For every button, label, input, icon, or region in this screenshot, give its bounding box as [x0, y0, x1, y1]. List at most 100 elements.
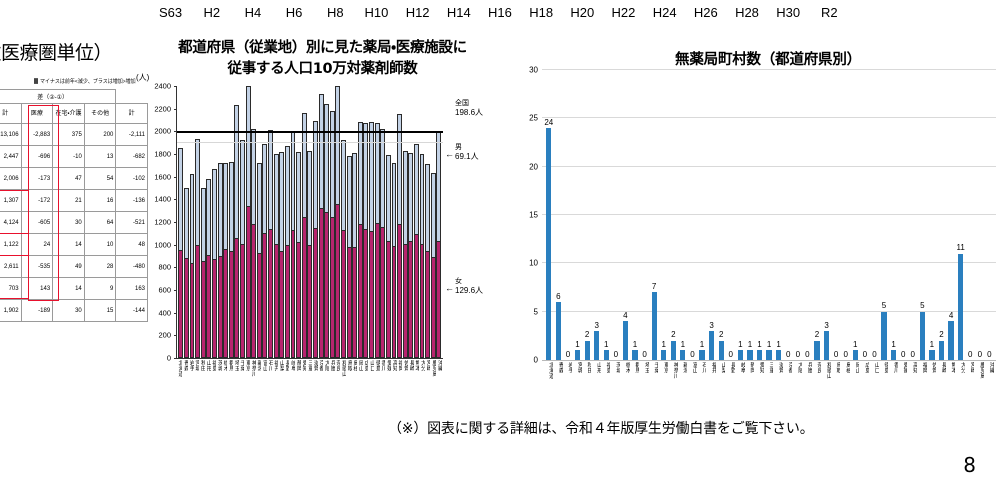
no-pharmacy-y-tick-label: 20 — [529, 162, 538, 172]
pharmacist-bar-segment-male — [262, 143, 268, 234]
pharmacist-bar-segment-male — [234, 105, 240, 238]
no-pharmacy-bar-rect — [737, 350, 743, 360]
year-tick-10: H20 — [570, 5, 595, 20]
no-pharmacy-bar: 1 — [698, 70, 706, 360]
year-tick-1: H2 — [203, 5, 221, 20]
pharmacist-bar-segment-male — [223, 163, 229, 250]
pharmacist-bar — [357, 86, 363, 358]
table-row: 4,124 -605 30 64 -521 — [0, 211, 148, 234]
pharmacist-x-label: 岐阜 — [290, 360, 296, 372]
no-pharmacy-bar-value: 1 — [757, 339, 762, 349]
pharmacist-bar — [212, 86, 217, 358]
no-pharmacy-bar-rect — [709, 331, 715, 360]
no-pharmacy-x-label: 大阪 — [797, 362, 803, 374]
no-pharmacy-x-label: 茨城 — [615, 362, 621, 374]
no-pharmacy-bar: 0 — [861, 70, 869, 360]
pharmacist-bar — [380, 86, 386, 358]
table-cell: 13 — [83, 145, 117, 168]
no-pharmacy-bar: 7 — [650, 70, 658, 360]
table-cell: 14 — [52, 277, 85, 300]
no-pharmacy-bar-rect — [594, 331, 600, 360]
no-pharmacy-bar-rect — [632, 350, 638, 360]
no-pharmacy-bar-value: 0 — [862, 349, 868, 359]
no-pharmacy-bar: 1 — [928, 70, 936, 360]
pharmacist-bar-segment-female — [240, 243, 245, 358]
no-pharmacy-bar-rect — [958, 253, 964, 360]
no-pharmacy-bar-value: 0 — [795, 349, 801, 359]
pharmacist-bar — [318, 86, 324, 358]
pharmacist-bar — [369, 86, 374, 358]
pharmacist-bar-segment-female — [346, 246, 352, 358]
pharmacist-plot-area — [176, 86, 443, 359]
no-pharmacy-x-label: 青森 — [557, 362, 563, 374]
pharmacist-bar-segment-female — [352, 246, 358, 358]
pharmacist-x-label: 栃木 — [222, 360, 228, 372]
no-pharmacy-bar-value: 0 — [642, 349, 647, 359]
year-tick-14: H28 — [735, 5, 759, 20]
no-pharmacy-bar: 0 — [966, 70, 974, 360]
year-tick-16: R2 — [821, 5, 838, 20]
no-pharmacy-bar-value: 3 — [594, 320, 599, 330]
pharmacist-x-label: 兵庫 — [329, 360, 335, 372]
no-pharmacy-bar-value: 0 — [786, 349, 791, 359]
no-pharmacy-bar-value: 1 — [575, 339, 580, 349]
table-cell: -102 — [115, 167, 148, 190]
pharmacist-x-label: 岡山 — [357, 360, 363, 372]
pharmacist-y-tick-label: 200 — [158, 330, 171, 340]
no-pharmacy-x-label: 愛媛 — [902, 362, 908, 374]
table-cell: -535 — [20, 255, 54, 278]
table-legend-text: マイナスは前年<減少、プラスは増加>増加 — [40, 78, 136, 86]
no-pharmacy-bar-value: 1 — [604, 339, 609, 349]
pharmacist-bar — [296, 86, 302, 358]
no-pharmacy-bar-value: 3 — [709, 320, 714, 330]
pharmacist-bar-segment-female — [217, 256, 223, 358]
pharmacist-bar-segment-male — [195, 139, 201, 245]
no-pharmacy-bar-value: 1 — [632, 339, 638, 349]
no-pharmacy-bar-value: 1 — [699, 339, 705, 349]
pharmacist-x-label: 愛媛 — [386, 360, 391, 372]
no-pharmacy-x-label: 群馬 — [634, 362, 640, 374]
pharmacist-bar-segment-female — [380, 226, 386, 358]
no-pharmacy-bar-value: 0 — [613, 349, 619, 359]
pharmacist-bar-segment-female — [374, 223, 380, 358]
pharmacist-bar — [402, 86, 408, 358]
pharmacist-bar — [391, 86, 397, 358]
no-pharmacy-x-label: 鳥取 — [835, 362, 841, 374]
pharmacist-bar-segment-female — [324, 211, 330, 358]
no-pharmacy-x-label: 千葉 — [653, 362, 659, 374]
no-pharmacy-bar-value: 2 — [671, 330, 676, 340]
table-cell: -682 — [115, 145, 148, 168]
year-tick-13: H26 — [693, 5, 718, 20]
pharmacist-bar-segment-male — [402, 150, 408, 244]
pharmacist-bar-segment-female — [251, 224, 257, 358]
pharmacist-plot-wrapper: 0 200 400 600 800 1000 1200 1400 1600 1800 2000 220… — [150, 82, 495, 377]
no-pharmacy-gridline — [542, 117, 996, 119]
pharmacist-x-label: 香川 — [380, 360, 386, 372]
pharmacist-bar — [425, 86, 431, 358]
pharmacist-y-tick-mark — [174, 335, 177, 337]
no-pharmacy-x-label: 長野 — [729, 362, 735, 374]
no-pharmacy-bar-rect — [574, 350, 581, 360]
no-pharmacy-bar-value: 0 — [910, 349, 915, 359]
year-tick-4: H8 — [326, 5, 344, 20]
no-pharmacy-bar-rect — [823, 331, 830, 360]
no-pharmacy-bar: 0 — [784, 70, 792, 360]
pharmacist-bar-segment-female — [195, 244, 201, 358]
pharmacist-bar — [251, 86, 257, 358]
no-pharmacy-bar: 1 — [889, 70, 897, 360]
year-tick-12: H24 — [652, 5, 677, 20]
pharmacist-bar — [385, 86, 391, 358]
table-cell: -2,111 — [115, 123, 148, 146]
no-pharmacy-bar-value: 7 — [651, 281, 657, 291]
table-cell: -172 — [20, 189, 54, 212]
pharmacist-x-label: 和歌山 — [340, 360, 346, 377]
pharmacist-bar — [273, 86, 279, 358]
no-pharmacy-bar-rect — [756, 350, 763, 360]
pharmacist-bar-segment-female — [341, 229, 346, 358]
table-row: 2,447 -696 -10 13 -682 — [0, 145, 148, 168]
no-pharmacy-bar: 1 — [755, 70, 763, 360]
table-cell: 1,122 — [0, 233, 22, 256]
pharmacist-bar-segment-female — [284, 244, 290, 358]
pharmacist-chart-title-line1: 都道府県（従業地）別に見た薬局・医療施設に — [178, 40, 467, 56]
pharmacist-bar-segment-female — [228, 251, 234, 358]
